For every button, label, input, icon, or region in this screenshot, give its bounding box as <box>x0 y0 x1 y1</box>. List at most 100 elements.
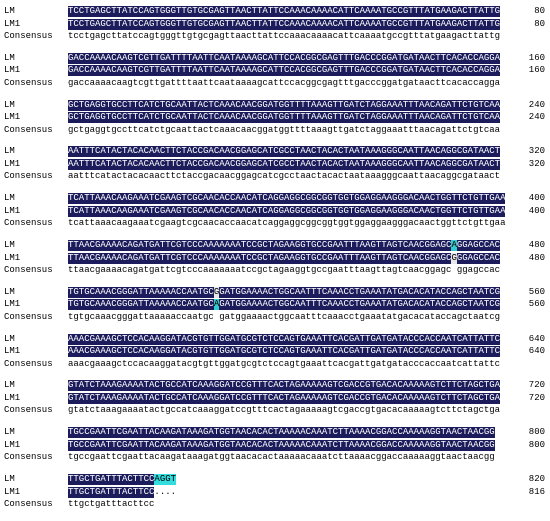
sequence: TGTGCAAACGGGATTAAAAACCAATGCGGATGGAAAACTG… <box>68 286 501 298</box>
position-number: 320 <box>528 158 545 169</box>
row-label: LM <box>4 427 15 438</box>
position-number: 816 <box>528 486 545 497</box>
sequence: TGCCGAATTCGAATTACAAGATAAAGATGGTAACACACTA… <box>68 439 495 451</box>
sequence: AAACGAAAGCTCCACAAGGATACGTGTTGGATGCGTCTCC… <box>68 346 501 358</box>
row-label: LM1 <box>4 65 21 76</box>
sequence: tcattaaacaagaaatcgaagtcgcaacaccaacatcagg… <box>68 218 505 229</box>
sequence-segment: TCCTGAGCTTATCCAGTGGGTTGTGCGAGTTAACTTATTC… <box>68 18 501 30</box>
sequence-segment: ttgctgatttacttcc <box>68 499 155 509</box>
sequence-segment: gtatctaaagaaaatactgccatcaaaggatccgtttcac… <box>68 405 501 416</box>
row-label: LM <box>4 193 15 204</box>
sequence: tgccgaattcgaattacaagataaagatggtaacacacta… <box>68 452 495 463</box>
sequence: gaccaaaacaagtcgttgattttaattcaataaaagcatt… <box>68 78 500 89</box>
sequence: TCCTGAGCTTATCCAGTGGGTTGTGCGAGTTAACTTATTC… <box>68 18 501 30</box>
sequence: tgtgcaaacgggattaaaaaccaatgc gatggaaaactg… <box>68 312 500 323</box>
sequence-segment: TGTGCAAACGGGATTAAAAACCAATGC <box>68 286 214 298</box>
sequence-segment: TCCTGAGCTTATCCAGTGGGTTGTGCGAGTTAACTTATTC… <box>68 6 501 17</box>
sequence: GACCAAAACAAGTCGTTGATTTTAATTCAATAAAAGCATT… <box>68 52 501 64</box>
sequence-segment: gaccaaaacaagtcgttgattttaattcaataaaagcatt… <box>68 77 501 88</box>
sequence-segment: tcattaaacaagaaatcgaagtcgcaacaccaacatcagg… <box>68 218 506 229</box>
position-number: 320 <box>528 146 545 157</box>
sequence-segment: AATTTCATACTACACAACTTCTACCGACAACGGAGCATCG… <box>68 158 501 170</box>
position-number: 560 <box>528 286 545 297</box>
sequence: TGCCGAATTCGAATTACAAGATAAAGATGGTAACACACTA… <box>68 427 495 439</box>
row-label: Consensus <box>4 171 53 182</box>
sequence-segment: aaacgaaagctccacaaggatacgtgttggatgcgtctcc… <box>68 358 501 369</box>
sequence-segment: TTGCTGATTTACTTCC <box>68 474 155 485</box>
sequence-segment: TTAACGAAAACAGATGATTCGTCCCAAAAAAATCCGCTAG… <box>68 252 452 264</box>
sequence-segment: TTGCTGATTTACTTCC <box>68 486 155 498</box>
sequence-segment: GCTGAGGTGCCTTCATCTGCAATTACTCAAACAACGGATG… <box>68 99 501 111</box>
position-number: 820 <box>528 474 545 484</box>
sequence-segment: AAACGAAAGCTCCACAAGGATACGTGTTGGATGCGTCTCC… <box>68 346 501 358</box>
row-label: LM <box>4 286 15 297</box>
position-number: 160 <box>528 52 545 63</box>
row-label: LM1 <box>4 299 21 310</box>
sequence-segment: .... <box>154 486 177 497</box>
position-number: 480 <box>528 252 545 263</box>
sequence-segment: aatttcatactacacaacttctaccgacaacggagcatcg… <box>68 171 501 182</box>
sequence-segment: gctgaggtgccttcatctgcaattactcaaacaacggatg… <box>68 124 501 135</box>
row-label: Consensus <box>4 124 53 135</box>
sequence: TCATTAAACAAGAAATCGAAGTCGCAACACCAACATCAGG… <box>68 205 506 217</box>
row-label: Consensus <box>4 358 53 369</box>
sequence-segment: A <box>213 299 220 311</box>
row-label: LM <box>4 99 15 110</box>
sequence: tcctgagcttatccagtgggttgtgcgagttaacttattc… <box>68 31 500 42</box>
sequence: GACCAAAACAAGTCGTTGATTTTAATTCAATAAAAGCATT… <box>68 65 501 77</box>
row-label: Consensus <box>4 499 53 509</box>
sequence-segment: AATTTCATACTACACAACTTCTACCGACAACGGAGCATCG… <box>68 146 501 158</box>
sequence: GTATCTAAAGAAAATACTGCCATCAAAGGATCCGTTTCAC… <box>68 392 501 404</box>
sequence: TGTGCAAACGGGATTAAAAACCAATGCAGATGGAAAACTG… <box>68 299 501 311</box>
position-number: 800 <box>528 439 545 450</box>
position-number: 800 <box>528 427 545 438</box>
sequence: gctgaggtgccttcatctgcaattactcaaacaacggatg… <box>68 125 500 136</box>
sequence: TTGCTGATTTACTTCCAGGT <box>68 474 177 485</box>
sequence-segment: TCATTAAACAAGAAATCGAAGTCGCAACACCAACATCAGG… <box>68 205 506 217</box>
row-label: LM1 <box>4 252 21 263</box>
sequence-segment: GACCAAAACAAGTCGTTGATTTTAATTCAATAAAAGCATT… <box>68 65 501 77</box>
row-label: LM <box>4 240 15 250</box>
row-label: Consensus <box>4 77 53 88</box>
row-label: LM1 <box>4 18 21 29</box>
row-label: LM <box>4 146 15 157</box>
row-label: LM1 <box>4 346 21 357</box>
sequence: TCATTAAACAAGAAATCGAAGTCGCAACACCAACATCAGG… <box>68 193 506 205</box>
row-label: Consensus <box>4 265 53 275</box>
sequence: AATTTCATACTACACAACTTCTACCGACAACGGAGCATCG… <box>68 146 501 158</box>
sequence-segment: GATGGAAAACTGGCAATTTCAAACCTGAAATATGACACAT… <box>219 299 501 311</box>
position-number: 80 <box>534 18 545 29</box>
sequence-segment: G <box>213 286 220 298</box>
row-label: LM1 <box>4 158 21 169</box>
position-number: 240 <box>528 112 545 123</box>
sequence-segment: GTATCTAAAGAAAATACTGCCATCAAAGGATCCGTTTCAC… <box>68 392 501 404</box>
sequence: TTGCTGATTTACTTCC.... <box>68 486 177 498</box>
position-number: 720 <box>528 392 545 403</box>
sequence-segment: G <box>451 252 457 264</box>
position-number: 720 <box>528 380 545 391</box>
row-label: LM <box>4 6 15 16</box>
sequence-segment: tgtgcaaacgggattaaaaaccaatgc gatggaaaactg… <box>68 311 501 322</box>
row-label: LM1 <box>4 112 21 123</box>
sequence-segment: tcctgagcttatccagtgggttgtgcgagttaacttattc… <box>68 31 501 41</box>
row-label: Consensus <box>4 405 53 416</box>
sequence: AAACGAAAGCTCCACAAGGATACGTGTTGGATGCGTCTCC… <box>68 333 501 345</box>
sequence-segment: GGAGCCAC <box>456 252 501 264</box>
sequence-segment: TCATTAAACAAGAAATCGAAGTCGCAACACCAACATCAGG… <box>68 193 506 205</box>
row-label: LM <box>4 380 15 391</box>
row-label: LM1 <box>4 392 21 403</box>
sequence: GCTGAGGTGCCTTCATCTGCAATTACTCAAACAACGGATG… <box>68 99 501 111</box>
sequence-segment: A <box>451 240 457 251</box>
row-label: Consensus <box>4 452 53 463</box>
position-number: 640 <box>528 333 545 344</box>
sequence: GTATCTAAAGAAAATACTGCCATCAAAGGATCCGTTTCAC… <box>68 380 501 392</box>
sequence: aaacgaaagctccacaaggatacgtgttggatgcgtctcc… <box>68 359 500 370</box>
sequence: ttaacgaaaacagatgattcgtcccaaaaaaatccgctag… <box>68 265 500 276</box>
sequence-segment: tgccgaattcgaattacaagataaagatggtaacacacta… <box>68 452 495 463</box>
position-number: 240 <box>528 99 545 110</box>
sequence-segment: TTAACGAAAACAGATGATTCGTCCCAAAAAAATCCGCTAG… <box>68 240 452 251</box>
sequence-segment: GTATCTAAAGAAAATACTGCCATCAAAGGATCCGTTTCAC… <box>68 380 501 392</box>
sequence-segment: ttaacgaaaacagatgattcgtcccaaaaaaatccgctag… <box>68 265 501 275</box>
sequence-segment: TGCCGAATTCGAATTACAAGATAAAGATGGTAACACACTA… <box>68 439 495 451</box>
